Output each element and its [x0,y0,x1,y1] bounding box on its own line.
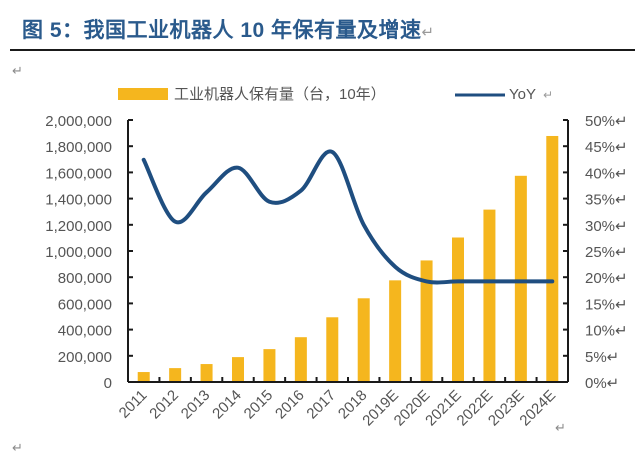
x-axis-tick-label: 2017 [303,387,339,423]
bar [294,337,307,382]
right-axis-tick-label: 45%↵ [585,139,628,156]
left-axis-tick-label: 0 [104,375,112,392]
left-axis-tick-label: 1,600,000 [45,165,112,182]
return-mark: ↵ [421,24,435,41]
bar [452,237,464,382]
figure-title-text: 图 5：我国工业机器人 10 年保有量及增速 [22,19,422,42]
bar [514,175,527,382]
legend: 工业机器人保有量（台，10年） YoY ↵ [118,86,553,103]
left-axis-tick-label: 1,400,000 [45,192,112,209]
legend-bar-swatch [118,88,168,100]
left-axis-tick-label: 2,000,000 [45,113,112,130]
legend-line-label: YoY [509,86,536,103]
bar [137,372,150,382]
left-axis-tick-label: 400,000 [58,323,112,340]
x-axis-tick-label: 2014 [209,387,245,423]
return-mark: ↵ [543,88,553,102]
left-axis-tick-label: 1,800,000 [45,139,112,156]
right-axis-tick-label: 20%↵ [585,270,628,287]
bar [169,368,182,382]
left-axis-tick-label: 800,000 [58,270,112,287]
bar [483,209,496,382]
bar [389,280,402,382]
right-axis-tick-label: 50%↵ [585,113,628,130]
bar [326,317,339,382]
right-axis-tick-label: 35%↵ [585,192,628,209]
left-axis-tick-label: 200,000 [58,349,112,366]
right-axis-tick-label: 5%↵ [585,349,619,366]
figure-title: 图 5：我国工业机器人 10 年保有量及增速↵ [22,14,435,44]
x-axis-tick-label: 2015 [241,387,277,423]
x-axis-tick-label: 2011 [116,387,151,422]
bar [263,349,276,382]
right-axis-tick-label: 10%↵ [585,323,628,340]
left-axis-tick-label: 1,000,000 [45,244,112,261]
bar [200,364,213,382]
yoy-line [141,149,555,285]
bar [232,357,244,382]
right-axis-tick-label: 30%↵ [585,218,628,235]
x-axis-tick-label: 2013 [178,387,214,423]
right-axis-tick-label: 25%↵ [585,244,628,261]
x-axis-tick-label: 2024E [516,387,559,430]
left-axis-tick-label: 600,000 [58,296,112,313]
legend-bar-label: 工业机器人保有量（台，10年） [174,86,386,103]
bar [420,260,433,382]
title-underline [10,49,635,51]
return-mark: ↵ [12,440,23,455]
right-axis-tick-label: 15%↵ [585,296,628,313]
right-axis-tick-label: 0%↵ [585,375,619,392]
x-axis-tick-label: 2012 [146,387,182,423]
bar [357,298,370,382]
left-axis-tick-label: 1,200,000 [45,218,112,235]
x-axis-tick-label: 2016 [272,387,308,423]
right-axis-tick-label: 40%↵ [585,165,628,182]
bar [546,135,559,382]
return-mark: ↵ [12,63,23,78]
return-mark: ↵ [555,420,566,435]
